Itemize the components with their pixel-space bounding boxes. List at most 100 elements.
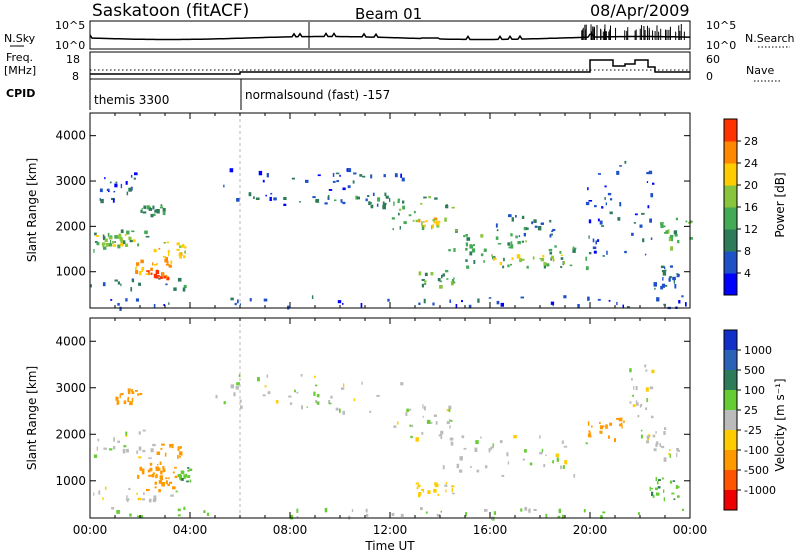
- heatmap-cell: [393, 425, 397, 428]
- heatmap-cell: [174, 466, 177, 469]
- velocity-heatmap-cells: [93, 318, 685, 521]
- heatmap-cell: [385, 195, 389, 199]
- heatmap-cell: [562, 465, 565, 469]
- heatmap-cell: [147, 469, 151, 473]
- colorbar-segment: [724, 330, 737, 351]
- heatmap-cell: [110, 299, 113, 301]
- heatmap-cell: [662, 271, 667, 276]
- heatmap-cell: [654, 287, 656, 290]
- power-heatmap-cells: [90, 113, 693, 311]
- heatmap-cell: [496, 300, 500, 305]
- heatmap-cell: [635, 400, 638, 404]
- heatmap-cell: [440, 430, 444, 435]
- heatmap-cell: [439, 280, 442, 283]
- heatmap-cell: [421, 221, 423, 226]
- heatmap-cell: [156, 209, 160, 214]
- heatmap-cell: [93, 249, 95, 253]
- heatmap-cell: [125, 243, 129, 247]
- heatmap-cell: [240, 405, 243, 409]
- heatmap-cell: [434, 197, 438, 200]
- heatmap-cell: [480, 234, 484, 238]
- velocity-panel: 1000 2000 3000 4000 00:00 04:00 08:00 12:00 16:…: [25, 317, 787, 553]
- heatmap-cell: [104, 238, 108, 242]
- heatmap-cell: [672, 276, 676, 281]
- heatmap-cell: [440, 435, 443, 440]
- colorbar-segment: [724, 450, 737, 471]
- heatmap-cell: [650, 237, 653, 240]
- heatmap-cell: [147, 272, 151, 276]
- heatmap-cell: [398, 208, 402, 211]
- heatmap-cell: [401, 177, 405, 182]
- heatmap-cell: [125, 448, 129, 453]
- heatmap-cell: [153, 273, 158, 279]
- heatmap-cell: [102, 282, 106, 287]
- heatmap-cell: [438, 220, 441, 224]
- heatmap-cell: [525, 240, 527, 243]
- noise-right-tick-top: 10^5: [706, 19, 736, 32]
- heatmap-cell: [117, 440, 120, 443]
- heatmap-cell: [420, 507, 423, 511]
- heatmap-cell: [660, 285, 664, 290]
- heatmap-cell: [622, 304, 624, 309]
- colorbar-segment: [724, 430, 737, 451]
- heatmap-cell: [160, 477, 163, 481]
- power-panel: 1000 2000 3000 4000 Slant Range [km] 4 8 12 16…: [25, 112, 787, 311]
- heatmap-cell: [413, 210, 416, 214]
- heatmap-cell: [182, 287, 186, 292]
- cpid-label: CPID: [6, 87, 35, 100]
- heatmap-cell: [117, 281, 120, 285]
- heatmap-cell: [689, 237, 693, 240]
- heatmap-cell: [187, 467, 190, 469]
- heatmap-cell: [491, 254, 493, 257]
- heatmap-cell: [111, 507, 115, 510]
- colorbar-tick-label: 12: [744, 223, 758, 236]
- heatmap-cell: [156, 269, 158, 273]
- heatmap-cell: [465, 512, 467, 517]
- heatmap-cell: [366, 514, 369, 517]
- heatmap-cell: [616, 418, 620, 420]
- heatmap-cell: [534, 225, 538, 228]
- heatmap-cell: [660, 265, 665, 269]
- heatmap-cell: [549, 219, 552, 223]
- heatmap-cell: [166, 276, 170, 281]
- heatmap-cell: [162, 255, 166, 258]
- heatmap-cell: [184, 473, 187, 478]
- heatmap-cell: [671, 492, 675, 495]
- noise-right-label: N.Search: [745, 32, 795, 45]
- colorbar-tick-label: 16: [744, 201, 758, 214]
- heatmap-cell: [495, 223, 498, 228]
- heatmap-cell: [177, 508, 181, 512]
- heatmap-cell: [239, 399, 242, 403]
- heatmap-cell: [168, 264, 172, 268]
- heatmap-cell: [433, 221, 437, 224]
- heatmap-cell: [93, 492, 95, 496]
- heatmap-cell: [585, 256, 588, 261]
- heatmap-cell: [441, 274, 443, 279]
- heatmap-cell: [675, 217, 678, 221]
- heatmap-cell: [153, 304, 156, 308]
- heatmap-cell: [463, 447, 467, 450]
- heatmap-cell: [159, 461, 162, 465]
- heatmap-cell: [522, 458, 525, 461]
- heatmap-cell: [451, 279, 454, 282]
- heatmap-cell: [168, 477, 170, 480]
- heatmap-cell: [140, 209, 143, 213]
- heatmap-cell: [646, 172, 650, 175]
- heatmap-cell: [663, 497, 665, 502]
- heatmap-cell: [158, 247, 161, 250]
- heatmap-cell: [624, 160, 627, 164]
- heatmap-cell: [604, 197, 606, 200]
- heatmap-cell: [664, 427, 667, 430]
- heatmap-cell: [488, 448, 491, 453]
- heatmap-cell: [141, 469, 145, 474]
- heatmap-cell: [446, 421, 450, 425]
- heatmap-cell: [674, 284, 677, 289]
- heatmap-cell: [394, 173, 398, 178]
- heatmap-cell: [383, 202, 387, 206]
- heatmap-cell: [639, 404, 642, 408]
- heatmap-cell: [397, 421, 399, 425]
- heatmap-cell: [449, 425, 451, 429]
- heatmap-cell: [187, 469, 190, 472]
- heatmap-cell: [466, 265, 470, 269]
- heatmap-cell: [507, 461, 510, 465]
